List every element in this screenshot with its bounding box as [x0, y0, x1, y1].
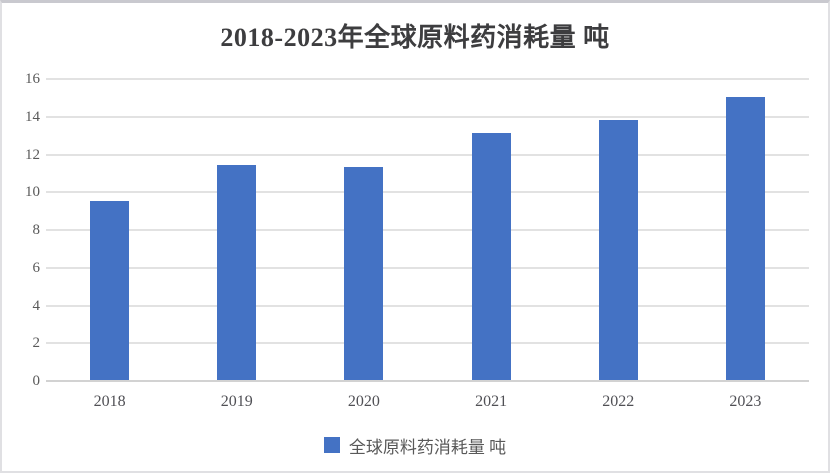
y-axis-label: 16: [25, 71, 40, 87]
chart-title: 2018-2023年全球原料药消耗量 吨: [220, 23, 610, 52]
y-axis-label: 4: [32, 297, 41, 314]
gridline: [46, 304, 809, 307]
y-axis-label: 10: [25, 184, 40, 201]
x-axis-label: 2020: [347, 393, 380, 410]
y-axis-label: 0: [32, 373, 41, 389]
gridline: [46, 153, 809, 156]
bar-2018: [90, 200, 130, 380]
gridline: [46, 191, 809, 194]
y-axis-label: 14: [25, 108, 40, 125]
y-axis-label: 8: [32, 222, 41, 238]
x-axis-label: 2019: [220, 393, 253, 410]
legend-label: 全球原料药消耗量 吨: [348, 437, 507, 457]
gridline: [46, 115, 809, 118]
y-axis-label: 12: [25, 146, 40, 163]
legend-color-swatch-icon: [323, 437, 340, 453]
x-axis-label: 2022: [602, 393, 635, 410]
x-axis-label: 2021: [475, 393, 508, 410]
bar-2023: [725, 96, 765, 380]
gridline: [46, 78, 809, 80]
y-axis-label: 2: [32, 335, 41, 352]
gridline: [46, 342, 809, 345]
bar-2021: [471, 132, 511, 380]
x-axis-label: 2023: [729, 393, 762, 410]
gridline: [46, 229, 809, 231]
y-axis-label: 6: [32, 259, 41, 276]
bar-2022: [598, 119, 638, 380]
x-axis-line: [46, 380, 809, 382]
bar-2020: [344, 166, 384, 380]
bar-2019: [217, 164, 257, 380]
gridline: [46, 266, 809, 269]
plot-area: [46, 78, 809, 382]
legend: 全球原料药消耗量 吨: [2, 434, 828, 457]
x-axis-label: 2018: [93, 393, 126, 410]
